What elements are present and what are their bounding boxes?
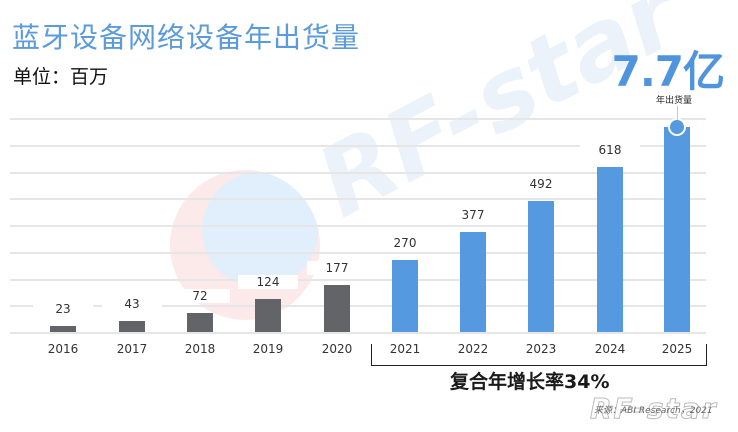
bar-2016 (50, 325, 76, 332)
value-label: 177 (307, 260, 367, 275)
unit-label: 单位：百万 (13, 66, 109, 88)
source-note: 来源：ABI Research，2021 (594, 406, 713, 416)
x-tick-label: 2023 (525, 342, 557, 356)
gridline (10, 332, 706, 334)
bar-2022 (460, 231, 486, 332)
x-tick-label: 2021 (389, 342, 421, 356)
headline-caption: 年出货量 (656, 96, 693, 106)
x-tick-label: 2024 (594, 342, 626, 356)
bar-2020 (324, 284, 350, 332)
value-label: 23 (33, 301, 93, 316)
chart-title: 蓝牙设备网络设备年出货量 (12, 21, 361, 54)
bar-2021 (392, 260, 418, 332)
bar-2023 (528, 201, 554, 332)
gridline (10, 251, 706, 254)
value-label: 270 (375, 236, 435, 251)
value-label: 377 (443, 207, 503, 222)
forecast-bracket (371, 344, 707, 366)
x-tick-label: 2020 (321, 342, 353, 356)
value-label: 72 (170, 288, 230, 303)
gridline (10, 278, 706, 281)
value-label: 124 (238, 274, 298, 289)
gridline (10, 144, 706, 147)
x-tick-label: 2018 (184, 342, 216, 356)
bar-2024 (597, 167, 623, 332)
bar-2019 (255, 298, 281, 332)
gridline (10, 198, 706, 201)
bar-2025 (664, 127, 690, 332)
gridline (10, 305, 706, 308)
gridline (10, 118, 706, 120)
highlight-dot-icon (668, 118, 686, 136)
x-tick-label: 2025 (661, 342, 693, 356)
x-tick-label: 2022 (457, 342, 489, 356)
gridline (10, 171, 706, 174)
bar-2017 (119, 320, 145, 332)
x-tick-label: 2016 (47, 342, 79, 356)
x-tick-label: 2019 (252, 342, 284, 356)
bar-2018 (187, 312, 213, 332)
value-label: 492 (511, 177, 571, 191)
value-label: 43 (102, 296, 162, 311)
headline-value: 7.7亿 (611, 47, 725, 96)
x-tick-label: 2017 (116, 342, 148, 356)
headline-pointer (677, 106, 678, 120)
value-label: 618 (580, 143, 640, 158)
cagr-annotation: 复合年增长率34% (450, 371, 610, 393)
gridline (10, 225, 706, 227)
corner-watermark: RF-star (590, 392, 718, 426)
